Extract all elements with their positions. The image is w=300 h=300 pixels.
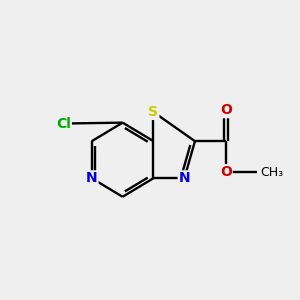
Text: N: N [86, 171, 98, 185]
Text: O: O [220, 103, 232, 117]
Text: CH₃: CH₃ [260, 166, 283, 178]
Text: O: O [220, 165, 232, 179]
Text: Cl: Cl [56, 116, 71, 130]
Text: N: N [178, 171, 190, 185]
Text: S: S [148, 105, 158, 119]
